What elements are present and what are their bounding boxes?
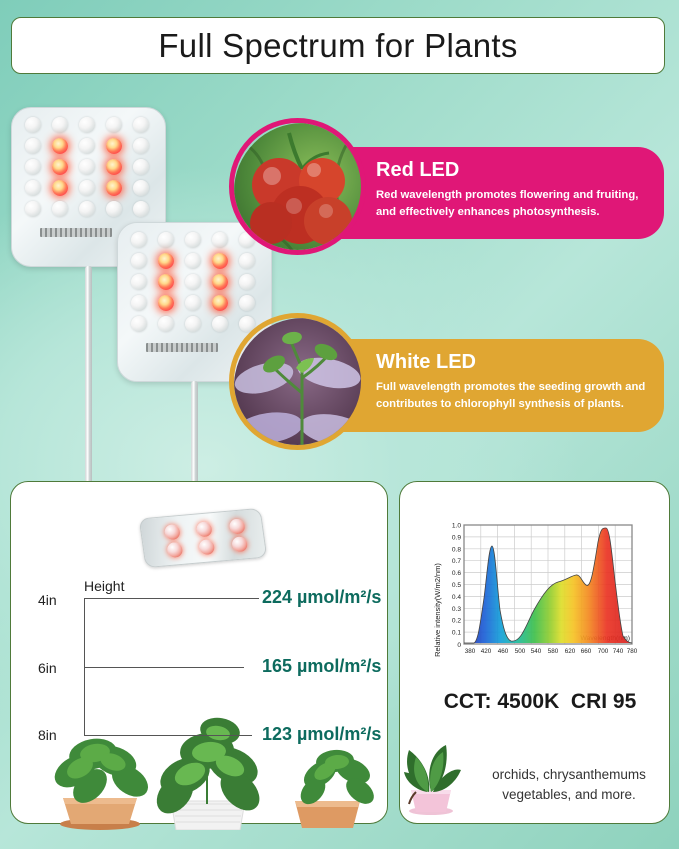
svg-text:700: 700 xyxy=(598,648,609,655)
svg-text:780: 780 xyxy=(627,648,638,655)
svg-text:0.7: 0.7 xyxy=(452,558,461,565)
svg-text:Relative intensity(W/m2/nm): Relative intensity(W/m2/nm) xyxy=(433,563,442,657)
svg-text:580: 580 xyxy=(548,648,559,655)
svg-text:740: 740 xyxy=(613,648,624,655)
svg-text:0: 0 xyxy=(457,642,461,649)
svg-text:380: 380 xyxy=(465,648,476,655)
svg-text:460: 460 xyxy=(498,648,509,655)
svg-text:0.1: 0.1 xyxy=(452,630,461,637)
svg-text:0.8: 0.8 xyxy=(452,546,461,553)
svg-text:0.2: 0.2 xyxy=(452,618,461,625)
svg-text:0.3: 0.3 xyxy=(452,606,461,613)
svg-text:620: 620 xyxy=(565,648,576,655)
svg-text:540: 540 xyxy=(531,648,542,655)
svg-text:420: 420 xyxy=(481,648,492,655)
svg-text:0.6: 0.6 xyxy=(452,570,461,577)
svg-text:0.9: 0.9 xyxy=(452,534,461,541)
svg-text:1.0: 1.0 xyxy=(452,523,461,530)
svg-text:0.5: 0.5 xyxy=(452,582,461,589)
svg-text:500: 500 xyxy=(515,648,526,655)
svg-text:660: 660 xyxy=(581,648,592,655)
svg-text:0.4: 0.4 xyxy=(452,594,461,601)
